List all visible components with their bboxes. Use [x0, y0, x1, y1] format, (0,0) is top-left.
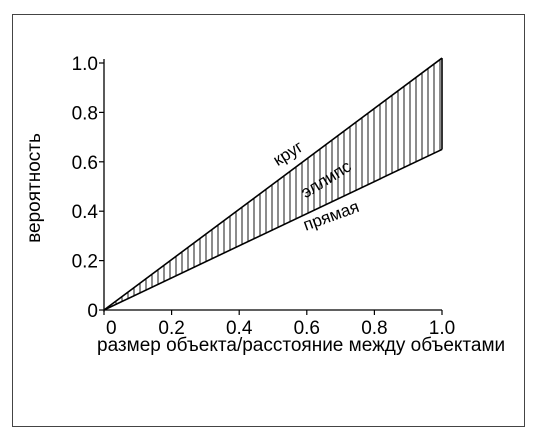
y-tick-label: 0	[87, 301, 98, 322]
x-tick-label: 0.8	[361, 318, 387, 339]
y-axis-label: вероятность	[24, 133, 45, 243]
x-tick-label: 1.0	[429, 318, 455, 339]
y-tick-label: 0.4	[72, 202, 99, 223]
ellipse-region-hatch	[109, 59, 441, 308]
y-tick-label: 0.8	[72, 103, 98, 124]
y-tick-label: 0.6	[72, 153, 98, 174]
x-tick-label: 0	[106, 318, 117, 339]
y-axis-ticks: 0 0.2 0.4 0.6 0.8 1.0	[72, 54, 104, 322]
x-tick-label: 0.6	[294, 318, 320, 339]
x-axis-ticks: 0 0.2 0.4 0.6 0.8 1.0	[103, 310, 455, 339]
series-line-circle	[103, 57, 443, 311]
x-tick-label: 0.2	[158, 318, 184, 339]
figure-frame	[12, 14, 525, 427]
series-line-straight	[103, 148, 443, 311]
x-tick-label: 0.4	[226, 318, 253, 339]
x-axis-label: размер объекта/расстояние между объектам…	[97, 335, 506, 356]
y-tick-label: 1.0	[72, 54, 98, 75]
series-label-circle: круг	[270, 137, 307, 170]
y-tick-label: 0.2	[72, 252, 98, 273]
